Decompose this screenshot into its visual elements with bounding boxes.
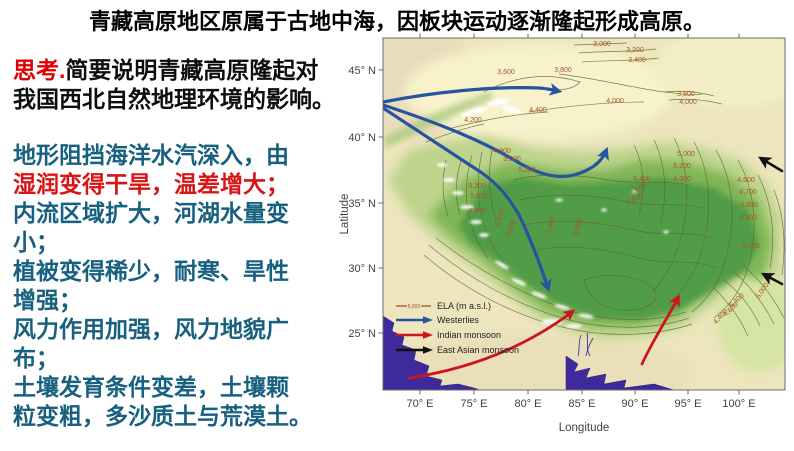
indian-monsoon-arrow-west bbox=[407, 309, 576, 380]
question-body: 简要说明青藏高原隆起对我国西北自然地理环境的影响。 bbox=[13, 57, 335, 112]
contour-label: 4,300 bbox=[673, 176, 691, 183]
lon-tick-label: 100° E bbox=[722, 398, 755, 410]
east-asian-monsoon-arrow-south bbox=[760, 272, 784, 286]
indian-monsoon-arrow-east bbox=[640, 294, 680, 366]
lat-tick-label: 30° N bbox=[348, 263, 376, 275]
contour-label: 5,000 bbox=[470, 193, 488, 200]
contour-label: 3,800 bbox=[554, 67, 572, 74]
india-lowland bbox=[383, 335, 694, 390]
westerlies-arrow-north bbox=[383, 83, 563, 104]
question-text: 思考.简要说明青藏高原隆起对我国西北自然地理环境的影响。 bbox=[13, 56, 335, 114]
legend-arrow-head bbox=[423, 346, 433, 354]
contour-label: 5,400 bbox=[633, 176, 651, 183]
lon-tick-label: 90° E bbox=[621, 398, 648, 410]
lat-tick-label: 35° N bbox=[348, 198, 376, 210]
contour-label: 4,400 bbox=[529, 107, 547, 114]
legend-arrow-head bbox=[423, 331, 433, 339]
analysis-line: 增强； bbox=[13, 287, 82, 313]
analysis-line: 小； bbox=[13, 229, 59, 255]
ela-value-label: 5,000 bbox=[408, 304, 421, 310]
longitude-axis: 70° E 75° E 80° E 85° E 90° E 95° E 100° E bbox=[406, 33, 756, 410]
northeast-lowland bbox=[654, 38, 785, 108]
plateau-map: 5,000 ELA (m a.s.l.) Westerlies Indian mons… bbox=[339, 33, 786, 434]
contour-label: 5,200 bbox=[468, 183, 486, 190]
contour-label: 4,200 bbox=[464, 117, 482, 124]
analysis-line: 湿润变得干旱，温差增大； bbox=[13, 171, 289, 197]
contour-label: 4,800 bbox=[740, 202, 758, 209]
contour-label: 3,200 bbox=[626, 47, 644, 54]
river-delta bbox=[577, 332, 594, 357]
bay-of-bengal bbox=[565, 355, 675, 390]
east-asian-monsoon-arrow-north bbox=[758, 156, 784, 173]
lon-tick-label: 95° E bbox=[674, 398, 701, 410]
tarim-basin bbox=[404, 44, 674, 140]
plot-border bbox=[382, 37, 786, 391]
legend-label: East Asian monsoon bbox=[437, 345, 519, 355]
lon-tick-label: 70° E bbox=[406, 398, 433, 410]
contour-label: 5,400 bbox=[546, 215, 557, 234]
legend-label: ELA (m a.s.l.) bbox=[437, 301, 491, 311]
wind-arrows bbox=[383, 83, 784, 380]
analysis-line: 植被变得稀少，耐寒、旱性 bbox=[13, 258, 289, 284]
glacier-patches bbox=[437, 98, 669, 328]
slide-title: 青藏高原地区原属于古地中海，因板块运动逐渐隆起形成高原。 bbox=[88, 9, 705, 34]
analysis-text: 地形阻挡海洋水汽深入，由 湿润变得干旱，温差增大； 内流区域扩大，河湖水量变 小； 植被… bbox=[13, 141, 312, 431]
analysis-line: 地形阻挡海洋水汽深入，由 bbox=[13, 142, 289, 168]
lat-tick-label: 40° N bbox=[348, 132, 376, 144]
map-legend: 5,000 ELA (m a.s.l.) Westerlies Indian mons… bbox=[396, 301, 519, 355]
contour-label: 3,000 bbox=[593, 41, 611, 48]
terrain-layer: 5,000 ELA (m a.s.l.) Westerlies Indian mons… bbox=[383, 38, 785, 390]
westerlies-arrow-middle bbox=[383, 103, 609, 179]
longitude-axis-title: Longitude bbox=[559, 422, 610, 434]
contour-label: 5,000 bbox=[503, 156, 521, 163]
westerlies-arrow-south bbox=[383, 106, 552, 293]
lat-tick-label: 25° N bbox=[348, 328, 376, 340]
latitude-axis: 45° N 40° N 35° N 30° N 25° N bbox=[348, 65, 383, 340]
lat-tick-label: 45° N bbox=[348, 65, 376, 77]
plateau-map-figure: 5,000 ELA (m a.s.l.) Westerlies Indian mons… bbox=[334, 30, 794, 446]
legend-label: Westerlies bbox=[437, 315, 479, 325]
analysis-line: 风力作用加强，风力地貌广 bbox=[13, 316, 289, 342]
contour-label: 5,200 bbox=[518, 167, 536, 174]
lon-tick-label: 80° E bbox=[514, 398, 541, 410]
contour-label: 5,200 bbox=[673, 163, 691, 170]
contour-label: 4,000 bbox=[679, 99, 697, 106]
analysis-line: 布； bbox=[13, 345, 59, 371]
contour-label: 3,400 bbox=[628, 57, 646, 64]
plateau-core bbox=[459, 178, 759, 320]
tienshan-range bbox=[383, 92, 494, 148]
question-prefix: 思考. bbox=[13, 57, 66, 83]
contour-label: 5,000 bbox=[677, 151, 695, 158]
contour-label: 3,800 bbox=[677, 91, 695, 98]
ela-contour-lines bbox=[423, 42, 785, 337]
latitude-axis-title: Latitude bbox=[339, 194, 351, 235]
contour-label: 5,000 bbox=[742, 243, 760, 250]
contour-label: 3,600 bbox=[497, 69, 515, 76]
contour-label: 5,000 bbox=[573, 217, 584, 236]
southeast-green bbox=[717, 268, 785, 372]
contour-label: 4,800 bbox=[468, 208, 486, 215]
analysis-line: 内流区域扩大，河湖水量变 bbox=[13, 200, 289, 226]
lon-tick-label: 75° E bbox=[460, 398, 487, 410]
contour-label: 4,700 bbox=[739, 189, 757, 196]
analysis-line: 土壤发育条件变差，土壤颗 bbox=[13, 374, 289, 400]
contour-label: 4,800 bbox=[493, 148, 511, 155]
contour-label: 4,000 bbox=[606, 98, 624, 105]
ocean-layer bbox=[383, 315, 675, 390]
lon-tick-label: 85° E bbox=[568, 398, 595, 410]
legend-label: Indian monsoon bbox=[437, 330, 501, 340]
legend-arrow-head bbox=[423, 316, 433, 324]
contour-label: 4,900 bbox=[739, 215, 757, 222]
contour-label: 4,600 bbox=[737, 177, 755, 184]
contour-label: 5,600 bbox=[495, 208, 506, 227]
analysis-line: 粒变粗，多沙质土与荒漠土。 bbox=[13, 403, 312, 429]
